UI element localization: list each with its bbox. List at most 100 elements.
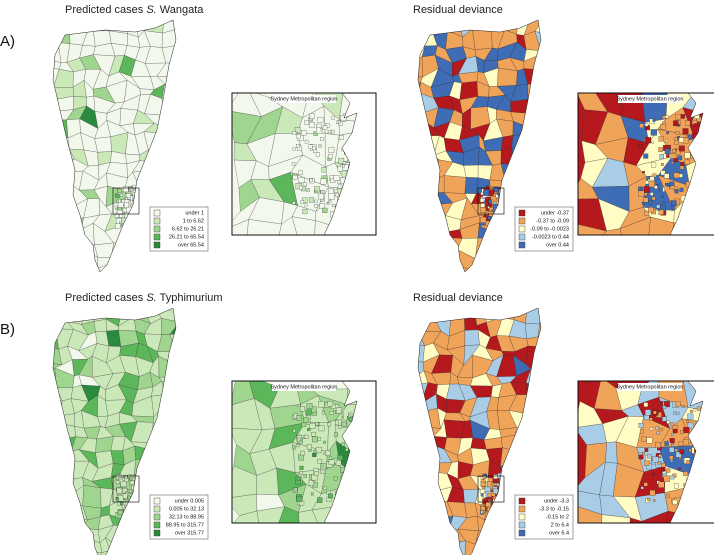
title-part: Wangata — [160, 4, 205, 16]
region — [652, 197, 655, 200]
region — [677, 412, 680, 415]
region — [336, 408, 341, 413]
region — [118, 202, 123, 207]
region — [133, 502, 137, 506]
region — [139, 211, 144, 216]
inset-title: Sydney Metropolitan region — [617, 96, 684, 102]
region — [46, 524, 60, 547]
region — [178, 95, 193, 113]
region — [120, 194, 123, 197]
region — [135, 215, 140, 220]
region — [671, 444, 673, 446]
region — [161, 123, 174, 141]
region — [121, 481, 127, 487]
region — [644, 415, 649, 420]
region — [503, 508, 509, 514]
region — [464, 165, 478, 178]
region — [301, 130, 306, 135]
region — [434, 262, 448, 283]
region — [310, 423, 316, 429]
region — [323, 126, 327, 130]
region — [406, 278, 422, 291]
region — [665, 183, 668, 186]
region — [41, 500, 60, 520]
region — [172, 74, 192, 88]
region — [530, 414, 543, 428]
region — [500, 202, 504, 206]
region — [361, 251, 390, 272]
region — [150, 171, 165, 188]
region — [664, 174, 669, 179]
region — [681, 162, 685, 166]
region — [336, 460, 341, 465]
region — [115, 214, 119, 218]
legend-swatch — [154, 514, 160, 520]
region — [525, 473, 544, 494]
region — [480, 208, 485, 213]
region — [118, 189, 122, 193]
region — [144, 482, 149, 487]
legend-label: -0.0023 to 0.44 — [532, 234, 569, 240]
region — [644, 403, 648, 407]
region — [158, 537, 179, 554]
region — [82, 20, 99, 31]
region — [475, 237, 490, 258]
region — [379, 379, 414, 404]
region — [499, 263, 517, 281]
region — [418, 472, 439, 495]
region — [115, 224, 120, 229]
region — [44, 413, 62, 424]
region — [145, 499, 149, 503]
region — [162, 449, 179, 465]
region — [663, 122, 666, 125]
legend-swatch — [519, 514, 525, 520]
region — [164, 172, 178, 191]
region — [551, 98, 566, 109]
region — [657, 432, 660, 435]
region — [542, 165, 552, 176]
region — [175, 349, 186, 364]
region — [141, 187, 144, 190]
region — [139, 512, 145, 518]
region — [528, 98, 541, 114]
region — [382, 130, 416, 165]
region — [334, 175, 339, 180]
region — [118, 526, 139, 546]
region — [137, 218, 142, 223]
region — [674, 484, 679, 489]
region — [539, 172, 552, 190]
region — [144, 187, 147, 190]
region — [343, 162, 345, 164]
region — [448, 541, 465, 555]
region — [494, 505, 498, 509]
region — [338, 455, 343, 460]
region — [135, 506, 139, 510]
region — [299, 177, 304, 182]
legend-label: 26.21 to 65.54 — [169, 234, 204, 240]
region — [161, 318, 179, 334]
region — [176, 160, 192, 178]
region — [141, 509, 145, 513]
region — [480, 217, 486, 223]
region — [507, 473, 512, 478]
region — [408, 151, 422, 164]
region — [45, 449, 59, 461]
region — [137, 503, 140, 506]
region — [499, 200, 504, 205]
region — [66, 249, 82, 268]
region — [300, 471, 303, 474]
region — [481, 192, 484, 195]
region — [680, 430, 683, 433]
region — [556, 467, 565, 476]
legend-label: over 0.44 — [546, 242, 569, 248]
region — [42, 306, 56, 323]
region — [293, 148, 296, 151]
region — [686, 420, 688, 422]
region — [323, 441, 325, 443]
region — [328, 401, 333, 406]
region — [553, 368, 569, 387]
region — [407, 461, 420, 478]
region — [501, 204, 503, 206]
region — [650, 428, 653, 431]
region — [650, 490, 655, 495]
